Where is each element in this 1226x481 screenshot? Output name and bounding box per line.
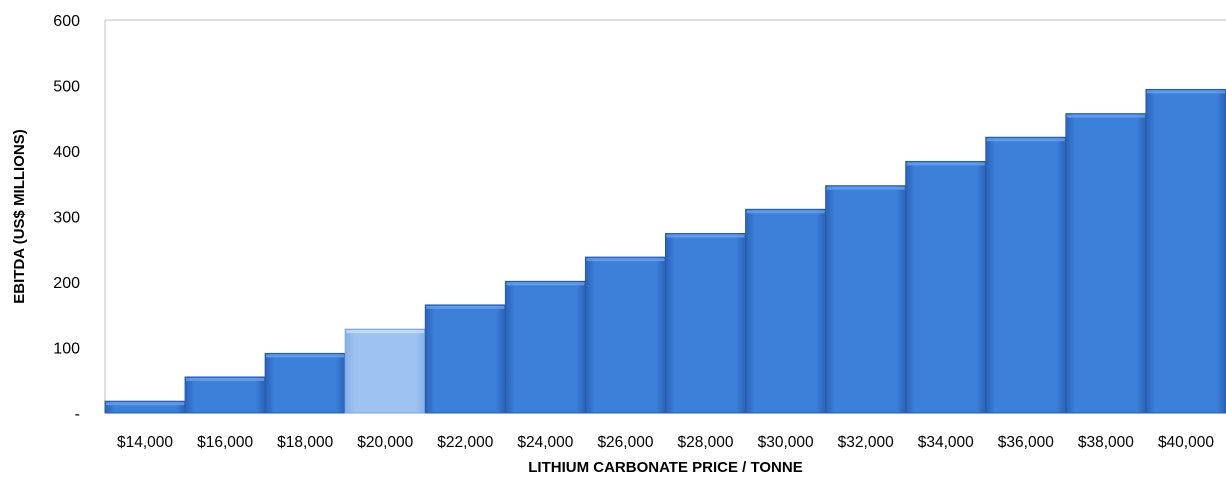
bar (184, 376, 266, 414)
bar (344, 328, 426, 414)
y-tick-label: 500 (53, 79, 80, 96)
bar-top-edge (346, 330, 425, 334)
bar (745, 208, 827, 414)
bar (905, 160, 987, 414)
x-tick-label: $40,000 (1158, 434, 1214, 451)
y-tick-label: 100 (53, 341, 80, 358)
bar-top-edge (586, 258, 665, 262)
x-tick-label: $34,000 (918, 434, 974, 451)
x-tick-label: $36,000 (998, 434, 1054, 451)
bar (504, 280, 586, 414)
bar (825, 185, 907, 414)
bar (424, 304, 506, 414)
bar-top-edge (1066, 114, 1145, 118)
x-tick-label: $32,000 (838, 434, 894, 451)
bar-top-edge (1146, 90, 1225, 94)
bar-top-edge (186, 377, 265, 381)
bar (1145, 88, 1226, 414)
x-tick-label: $24,000 (517, 434, 573, 451)
x-tick-label: $14,000 (117, 434, 173, 451)
bar-top-edge (506, 282, 585, 286)
bar (665, 233, 747, 414)
y-tick-label: 300 (53, 210, 80, 227)
y-tick-label: - (75, 406, 80, 423)
bar (1065, 113, 1147, 414)
bar-top-edge (266, 354, 345, 358)
y-tick-label: 600 (53, 13, 80, 30)
bar-top-edge (746, 210, 825, 214)
x-tick-label: $26,000 (597, 434, 653, 451)
x-axis-ticks: $14,000 $16,000 $18,000 $20,000 $22,000 $24,0… (117, 434, 1214, 451)
bar-top-edge (906, 162, 985, 166)
bar-top-edge (666, 234, 745, 238)
y-axis-title: EBITDA (US$ MILLIONS) (11, 129, 28, 303)
x-tick-label: $18,000 (277, 434, 333, 451)
bar-top-edge (426, 305, 505, 309)
bar-top-edge (826, 186, 905, 190)
bars-group (104, 88, 1226, 414)
x-tick-label: $20,000 (357, 434, 413, 451)
bar (584, 256, 666, 414)
x-tick-label: $38,000 (1078, 434, 1134, 451)
y-tick-label: 200 (53, 275, 80, 292)
bar-top-edge (986, 138, 1065, 142)
x-tick-label: $16,000 (197, 434, 253, 451)
x-tick-label: $30,000 (758, 434, 814, 451)
x-axis-title: LITHIUM CARBONATE PRICE / TONNE (528, 459, 802, 476)
x-tick-label: $28,000 (678, 434, 734, 451)
bar (264, 352, 346, 414)
bar-top-edge (106, 402, 185, 406)
bar (985, 136, 1067, 414)
x-tick-label: $22,000 (437, 434, 493, 451)
y-axis-ticks: - 100 200 300 400 500 600 (53, 13, 80, 423)
y-tick-label: 400 (53, 144, 80, 161)
